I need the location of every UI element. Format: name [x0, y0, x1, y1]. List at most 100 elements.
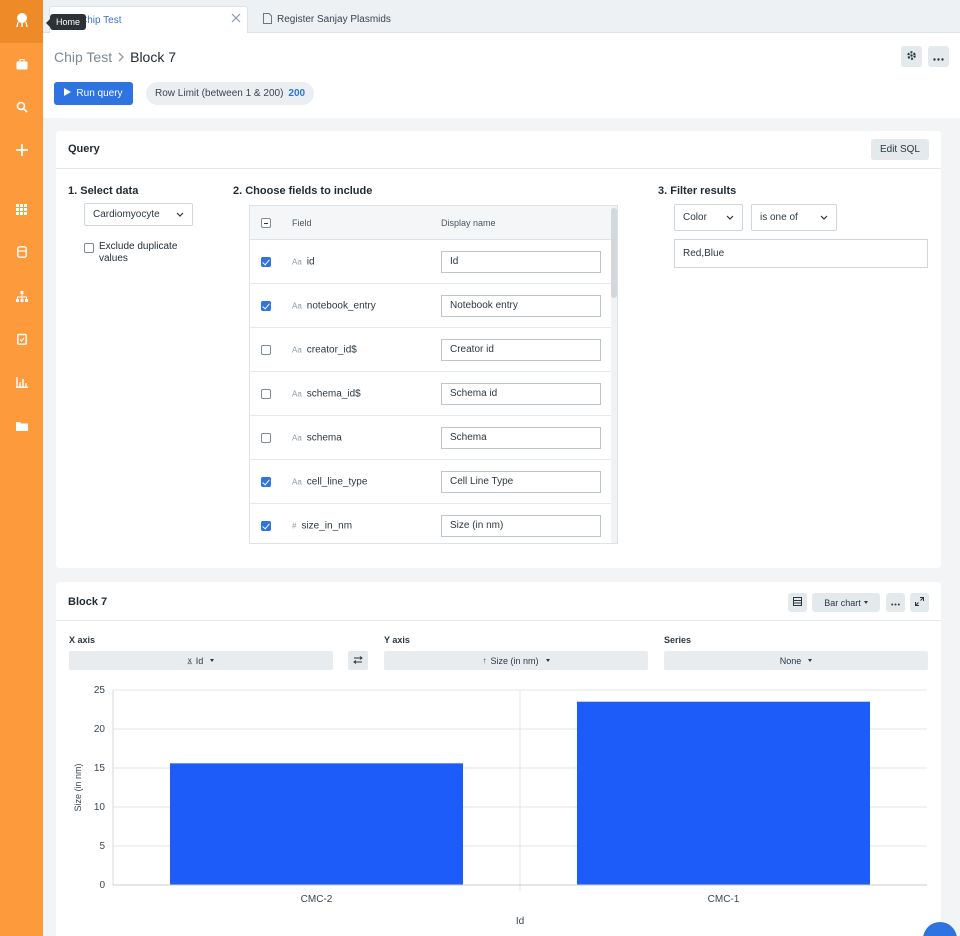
create-button[interactable]	[0, 130, 43, 173]
y-tick-label: 10	[94, 802, 106, 813]
table-scrollbar[interactable]	[611, 206, 617, 543]
filter-value-input[interactable]: Red,Blue	[674, 239, 928, 268]
play-icon	[64, 88, 72, 99]
field-cell: Aa creator_id$	[292, 344, 357, 355]
display-name-input[interactable]: Id	[441, 250, 601, 273]
plus-icon	[15, 144, 28, 159]
table-row: Aa id Id	[250, 240, 617, 284]
field-checkbox[interactable]	[261, 520, 271, 531]
database-icon	[16, 246, 27, 261]
field-checkbox[interactable]	[261, 256, 271, 267]
field-name: schema	[306, 432, 342, 443]
apps-button[interactable]	[0, 189, 43, 232]
gear-icon	[906, 50, 917, 64]
bar-cmc-1	[576, 701, 871, 885]
folder-icon	[15, 420, 28, 434]
chevron-right-icon	[118, 49, 125, 65]
breadcrumb-parent[interactable]: Chip Test	[54, 49, 113, 65]
table-row: Aa notebook_entry Notebook entry	[250, 284, 617, 328]
table-row: Aa cell_line_type Cell Line Type	[250, 460, 617, 504]
field-cell: Aa notebook_entry	[292, 300, 376, 311]
help-button[interactable]	[923, 922, 957, 936]
display-name-input[interactable]: Cell Line Type	[441, 470, 601, 493]
select-all-checkbox[interactable]	[261, 217, 271, 228]
table-header: Field Display name	[250, 206, 617, 240]
row-limit-value[interactable]: 200	[288, 88, 306, 99]
exclude-duplicates-label-line1: Exclude duplicate	[99, 241, 178, 252]
breadcrumb: Chip Test Block 7	[54, 49, 176, 65]
series-select[interactable]: None	[664, 651, 928, 670]
close-icon[interactable]	[231, 13, 241, 26]
field-name: notebook_entry	[306, 300, 376, 311]
select-data-title: 1. Select data	[68, 185, 139, 197]
y-tick-label: 0	[99, 880, 105, 891]
home-button[interactable]	[0, 0, 43, 43]
field-name: id	[306, 256, 315, 267]
field-checkbox[interactable]	[261, 388, 271, 399]
hierarchy-button[interactable]	[0, 276, 43, 319]
chart-type-select[interactable]: Bar chart	[812, 593, 880, 612]
sort-icon: ↑	[482, 656, 487, 665]
insights-button[interactable]	[0, 362, 43, 405]
text-type-icon: Aa	[292, 345, 302, 354]
display-name-input[interactable]: Creator id	[441, 338, 601, 361]
tasks-button[interactable]	[0, 319, 43, 362]
scrollbar-thumb[interactable]	[611, 208, 617, 298]
filter-field-select[interactable]: Color	[674, 204, 743, 231]
search-button[interactable]	[0, 87, 43, 130]
fields-table: Field Display name Aa id Id Aa notebook_entr…	[249, 205, 618, 544]
y-axis-select[interactable]: ↑ Size (in nm)	[384, 651, 648, 670]
run-query-button[interactable]: Run query	[54, 82, 133, 105]
field-cell: Aa cell_line_type	[292, 476, 367, 487]
briefcase-button[interactable]	[0, 44, 43, 87]
y-tick-label: 20	[94, 724, 106, 735]
field-name: size_in_nm	[301, 520, 353, 531]
text-type-icon: Aa	[292, 477, 302, 486]
number-type-icon: #	[292, 521, 297, 530]
text-type-icon: Aa	[292, 433, 302, 442]
field-checkbox[interactable]	[261, 476, 271, 487]
caret-down-icon	[210, 659, 215, 662]
field-checkbox[interactable]	[261, 344, 271, 355]
exclude-duplicates-option[interactable]: Exclude duplicate values	[84, 241, 177, 265]
field-checkbox[interactable]	[261, 432, 271, 443]
table-body: Aa id Id Aa notebook_entry Notebook entry Aa cr…	[250, 240, 617, 543]
block-title: Block 7	[68, 596, 108, 608]
apps-grid-icon	[16, 203, 27, 218]
display-name-input[interactable]: Notebook entry	[441, 294, 601, 317]
field-checkbox[interactable]	[261, 300, 271, 311]
block-panel: Block 7 Bar chart X axis x̲ Id Y axis ↑ …	[56, 582, 941, 936]
more-options-button[interactable]	[928, 46, 949, 67]
x-axis-label: X axis	[69, 635, 96, 645]
caret-down-icon	[545, 659, 550, 662]
database-button[interactable]	[0, 232, 43, 275]
series-label: Series	[664, 635, 692, 645]
y-tick-label: 25	[94, 685, 106, 696]
swap-axes-button[interactable]	[348, 651, 368, 670]
row-limit-control[interactable]: Row Limit (between 1 & 200) 200	[146, 82, 315, 105]
tab-bar: Chip Test Register Sanjay Plasmids	[43, 0, 960, 33]
display-name-input[interactable]: Schema id	[441, 382, 601, 405]
y-axis-title: Size (in nm)	[73, 763, 83, 811]
filter-operator-select[interactable]: is one of	[751, 204, 837, 231]
edit-sql-button[interactable]: Edit SQL	[870, 139, 929, 160]
block-more-button[interactable]	[886, 593, 905, 612]
table-view-button[interactable]	[788, 593, 807, 612]
checklist-icon	[16, 333, 27, 348]
swap-icon	[353, 655, 363, 666]
ellipsis-icon	[933, 50, 944, 64]
x-axis-select[interactable]: x̲ Id	[69, 651, 333, 670]
text-type-icon: Aa	[292, 389, 302, 398]
exclude-duplicates-checkbox[interactable]	[84, 243, 94, 253]
expand-button[interactable]	[910, 593, 929, 612]
display-name-input[interactable]: Schema	[441, 426, 601, 449]
files-button[interactable]	[0, 405, 43, 448]
home-tooltip: Home	[45, 14, 87, 30]
settings-button[interactable]	[901, 46, 922, 67]
display-name-input[interactable]: Size (in nm)	[441, 514, 601, 537]
x-axis-title: Id	[516, 916, 524, 927]
dataset-select[interactable]: Cardiomyocyte	[84, 203, 193, 226]
tab-register-sanjay-plasmids[interactable]: Register Sanjay Plasmids	[253, 6, 453, 33]
table-row: Aa creator_id$ Creator id	[250, 328, 617, 372]
expand-icon	[914, 596, 925, 608]
